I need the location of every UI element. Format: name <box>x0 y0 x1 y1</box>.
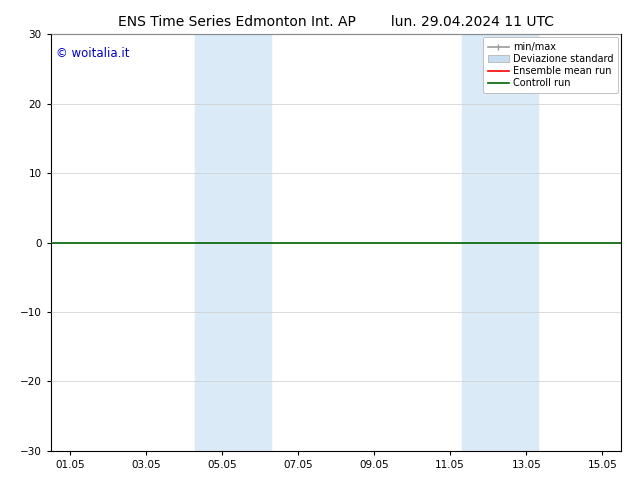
Bar <box>195 34 271 451</box>
Legend: min/max, Deviazione standard, Ensemble mean run, Controll run: min/max, Deviazione standard, Ensemble m… <box>483 37 618 93</box>
Text: © woitalia.it: © woitalia.it <box>56 47 130 60</box>
Bar <box>462 34 538 451</box>
Title: ENS Time Series Edmonton Int. AP        lun. 29.04.2024 11 UTC: ENS Time Series Edmonton Int. AP lun. 29… <box>118 15 554 29</box>
